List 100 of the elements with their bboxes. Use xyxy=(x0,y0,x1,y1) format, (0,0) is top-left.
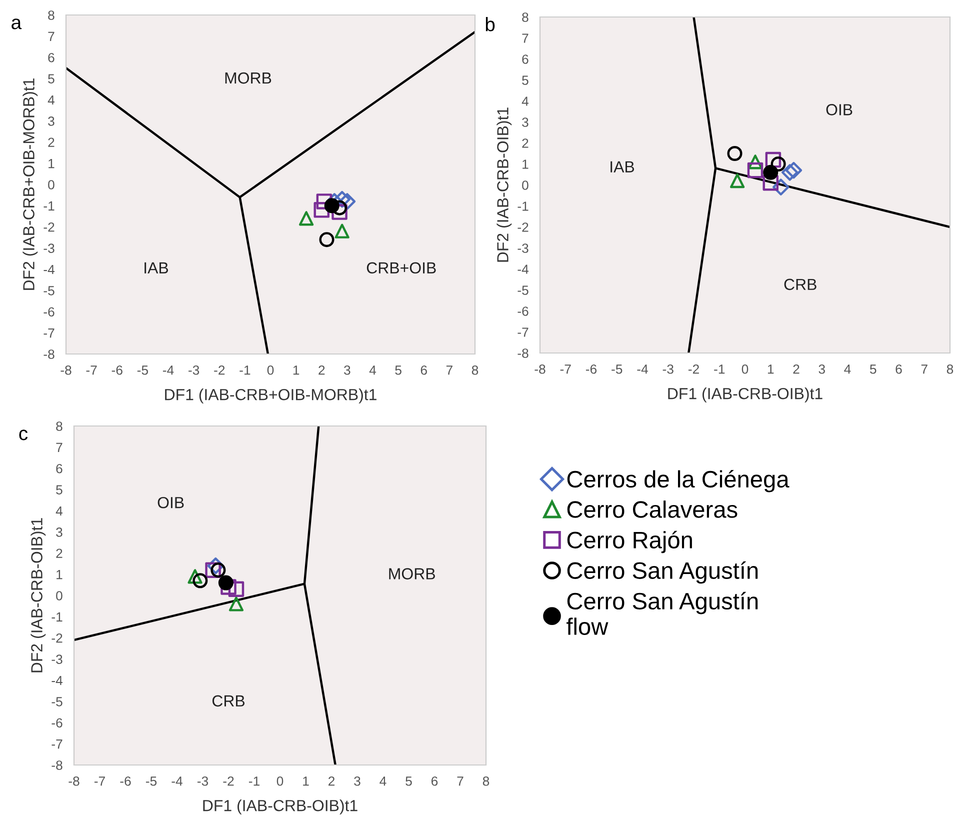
x-tick-label: -4 xyxy=(637,364,648,374)
x-tick-label: 3 xyxy=(354,776,360,786)
y-tick-label: -1 xyxy=(44,201,54,210)
y-tick-label: -4 xyxy=(518,264,529,274)
x-tick-label: 1 xyxy=(293,366,300,375)
y-axis-title: DF2 (IAB-CRB-OIB)t1 xyxy=(496,108,512,262)
y-tick-label: 1 xyxy=(522,160,528,169)
annotation: CRB+OIB xyxy=(366,262,436,274)
x-tick-label: 2 xyxy=(793,364,800,374)
x-tick-label: -1 xyxy=(248,776,260,786)
y-axis-title: DF2 (IAB-CRB+OIB-MORB)t1 xyxy=(22,78,38,290)
y-tick-label: -8 xyxy=(518,348,528,358)
y-tick-label: 3 xyxy=(522,118,528,127)
y-tick-label: 3 xyxy=(48,116,54,126)
y-tick-label: -2 xyxy=(518,222,528,232)
x-tick-label: 7 xyxy=(457,776,464,786)
y-tick-label: -7 xyxy=(44,328,54,338)
chart-title: a xyxy=(12,18,22,30)
legend-label: Cerro Calaveras xyxy=(567,500,738,518)
y-tick-label: 1 xyxy=(48,159,54,168)
x-tick-label: -3 xyxy=(662,364,674,374)
x-tick-label: -5 xyxy=(146,776,157,786)
x-tick-label: 7 xyxy=(921,364,928,374)
y-tick-label: 8 xyxy=(522,12,528,22)
y-tick-label: 8 xyxy=(48,10,54,20)
x-tick-label: -2 xyxy=(214,365,225,375)
x-tick-label: -1 xyxy=(240,366,250,375)
x-tick-label: 0 xyxy=(276,776,284,786)
y-tick-label: 7 xyxy=(56,442,62,452)
y-tick-label: -5 xyxy=(44,286,54,296)
annotation: MORB xyxy=(225,72,272,84)
y-tick-label: -6 xyxy=(44,307,54,317)
y-tick-label: 0 xyxy=(48,180,54,190)
x-tick-label: -2 xyxy=(688,364,699,374)
annotation: OIB xyxy=(158,496,184,508)
x-tick-label: 5 xyxy=(870,364,876,374)
x-tick-label: -6 xyxy=(120,776,131,786)
x-tick-label: -8 xyxy=(534,364,546,374)
legend-label: Cerro San Agustín xyxy=(567,561,758,584)
x-tick-label: 0 xyxy=(742,364,748,374)
x-tick-label: -7 xyxy=(560,364,571,374)
y-tick-label: 7 xyxy=(522,34,528,43)
y-tick-label: -4 xyxy=(52,676,63,686)
x-tick-label: -2 xyxy=(223,776,234,786)
x-axis-title: DF1 (IAB-CRB+OIB-MORB)t1 xyxy=(165,388,376,404)
x-tick-label: -6 xyxy=(586,364,597,374)
y-tick-label: 5 xyxy=(56,485,62,494)
legend-label: Cerro San Agustín flow xyxy=(566,592,758,635)
x-tick-label: 4 xyxy=(380,776,386,786)
y-tick-label: 1 xyxy=(56,570,62,580)
y-tick-label: -3 xyxy=(52,654,62,664)
annotation: CRB xyxy=(212,695,245,707)
x-tick-label: -3 xyxy=(197,776,208,786)
x-tick-label: 8 xyxy=(946,364,954,374)
y-tick-label: 6 xyxy=(48,52,54,62)
x-tick-label: 5 xyxy=(395,366,402,375)
y-tick-label: -8 xyxy=(52,760,62,770)
x-tick-label: 8 xyxy=(482,776,490,786)
x-tick-label: 4 xyxy=(844,364,851,374)
annotation: CRB xyxy=(784,278,816,290)
legend-label: Cerros de la Ciénega xyxy=(567,470,790,492)
y-tick-label: 5 xyxy=(48,74,54,84)
chart-title: b xyxy=(486,17,495,32)
y-tick-label: 2 xyxy=(48,138,54,147)
y-tick-label: -1 xyxy=(518,202,528,211)
x-tick-label: 7 xyxy=(446,366,452,375)
x-tick-label: 3 xyxy=(818,364,825,374)
y-tick-label: 6 xyxy=(56,464,62,474)
y-tick-label: 3 xyxy=(56,528,62,537)
y-tick-label: -2 xyxy=(44,222,54,232)
x-tick-label: 2 xyxy=(328,776,335,786)
y-tick-label: 2 xyxy=(522,138,528,148)
y-tick-label: 8 xyxy=(56,422,62,431)
x-tick-label: -1 xyxy=(714,364,725,374)
y-tick-label: -2 xyxy=(52,633,62,643)
x-tick-label: 8 xyxy=(472,365,478,375)
y-axis-title: DF2 (IAB-CRB-OIB)t1 xyxy=(30,518,46,672)
annotation: OIB xyxy=(826,104,852,116)
x-tick-label: 6 xyxy=(896,364,902,374)
x-tick-label: -5 xyxy=(612,364,622,374)
legend-label: Cerro Rajón xyxy=(567,530,692,554)
x-tick-label: 4 xyxy=(369,366,376,375)
annotation: IAB xyxy=(144,262,168,274)
y-tick-label: -7 xyxy=(52,740,62,749)
x-tick-label: -3 xyxy=(188,365,200,375)
y-tick-label: 2 xyxy=(56,548,62,558)
y-tick-label: 5 xyxy=(522,76,528,85)
y-tick-label: 0 xyxy=(56,591,62,600)
y-tick-label: -1 xyxy=(52,612,62,622)
x-tick-label: -7 xyxy=(94,776,105,786)
x-tick-label: 5 xyxy=(406,776,412,786)
x-tick-label: -6 xyxy=(112,365,122,375)
y-tick-label: -5 xyxy=(52,697,62,706)
y-tick-label: 4 xyxy=(522,96,529,106)
x-tick-label: 0 xyxy=(267,365,274,375)
y-tick-label: 4 xyxy=(48,95,55,105)
x-axis-title: DF1 (IAB-CRB-OIB)t1 xyxy=(203,800,358,814)
x-tick-label: -8 xyxy=(68,776,80,786)
annotation: MORB xyxy=(389,568,435,580)
y-tick-label: -3 xyxy=(44,244,54,253)
